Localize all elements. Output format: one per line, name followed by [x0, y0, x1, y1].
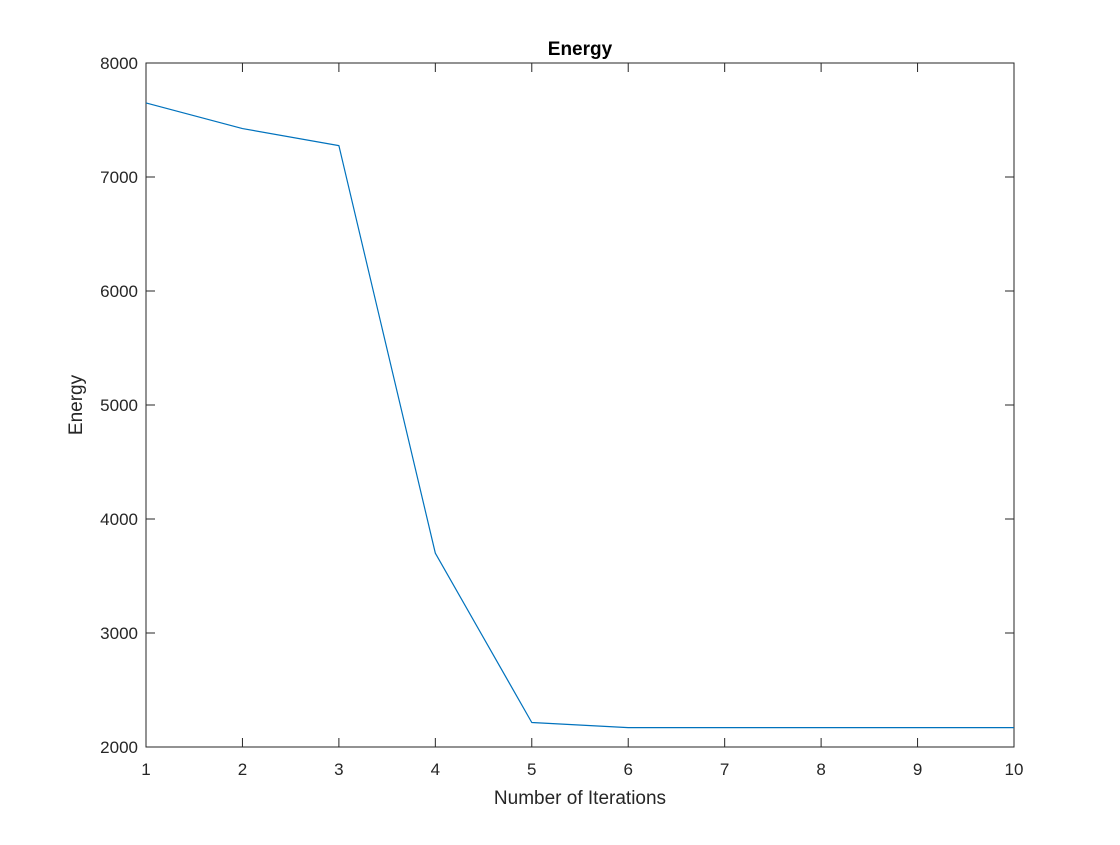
x-tick-label: 2 — [238, 760, 247, 779]
series-line-0 — [145, 102, 1014, 729]
x-tick-label: 7 — [720, 760, 729, 779]
x-axis-ticks: 1 2 3 4 5 6 7 8 9 10 — [141, 63, 1023, 779]
x-tick-label: 5 — [527, 760, 536, 779]
y-tick-label: 5000 — [100, 396, 138, 415]
chart-title: Energy — [548, 39, 613, 60]
y-tick-label: 2000 — [100, 738, 138, 757]
x-tick-label: 6 — [623, 760, 632, 779]
y-axis-label: Energy — [66, 374, 87, 435]
plot-area — [145, 62, 1015, 748]
series-layer — [145, 102, 1014, 729]
x-tick-label: 1 — [141, 760, 150, 779]
y-tick-label: 7000 — [100, 168, 138, 187]
x-axis-label: Number of Iterations — [494, 788, 666, 809]
y-tick-label: 8000 — [100, 54, 138, 73]
y-tick-label: 4000 — [100, 510, 138, 529]
x-tick-label: 8 — [816, 760, 825, 779]
x-tick-label: 9 — [913, 760, 922, 779]
x-tick-label: 10 — [1005, 760, 1024, 779]
y-tick-label: 6000 — [100, 282, 138, 301]
x-tick-label: 3 — [334, 760, 343, 779]
y-tick-label: 3000 — [100, 624, 138, 643]
y-axis-ticks: 2000 3000 4000 5000 6000 7000 8000 — [100, 54, 1014, 757]
x-tick-label: 4 — [431, 760, 440, 779]
